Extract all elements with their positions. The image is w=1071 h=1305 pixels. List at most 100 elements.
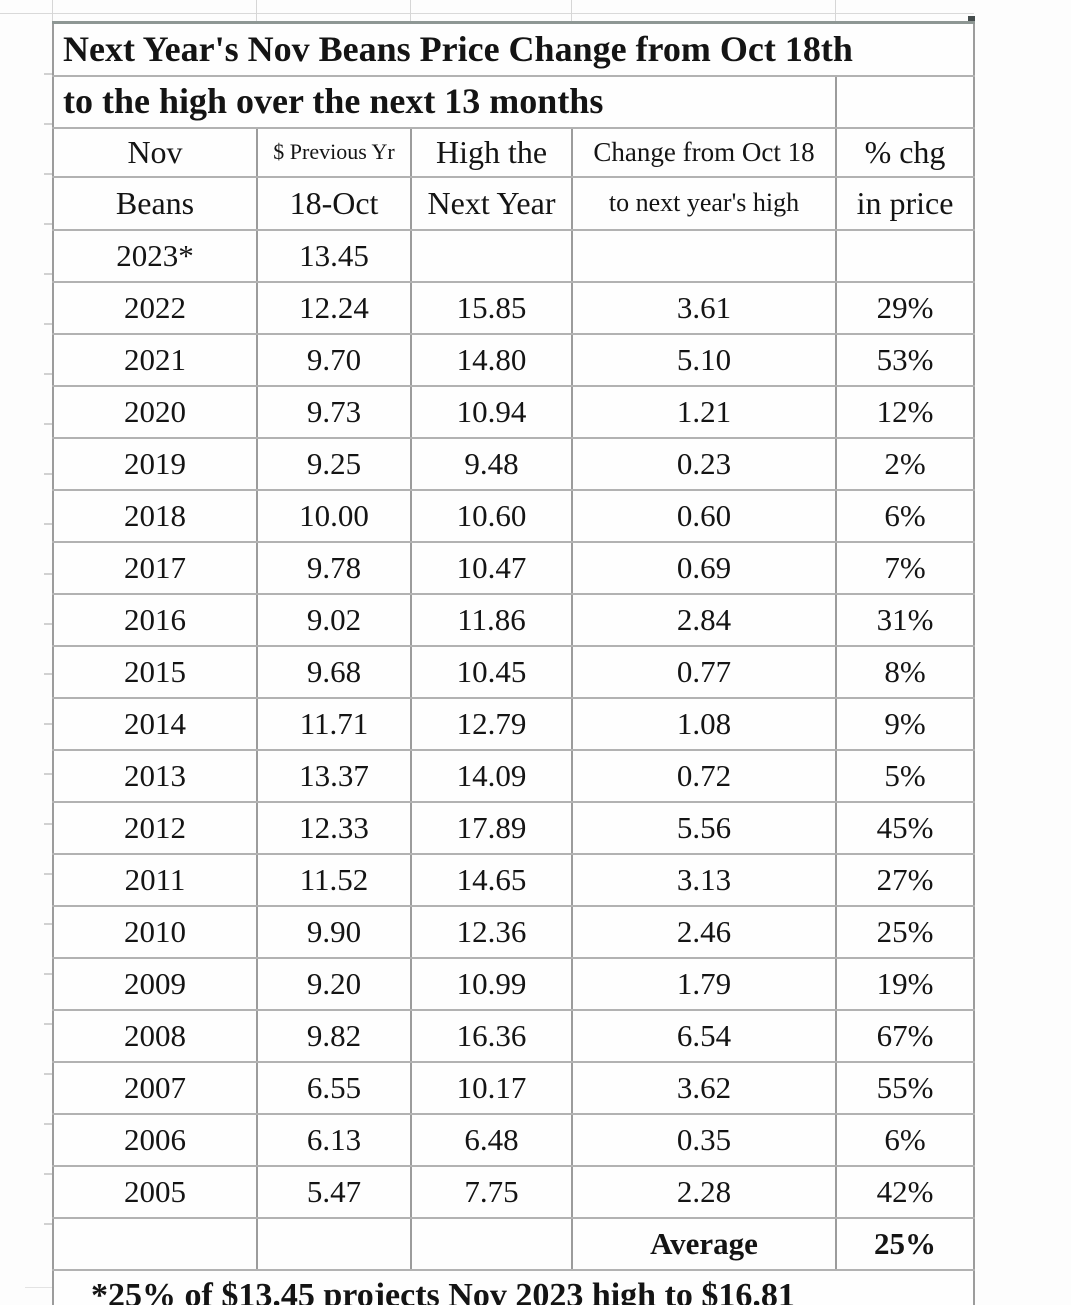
empty-cell	[410, 1217, 573, 1271]
cell-next-year-high	[410, 229, 573, 283]
cell-change: 0.60	[571, 489, 837, 543]
cell-prev-year-price: 9.73	[256, 385, 412, 439]
col-header-next-years-high: to next year's high	[571, 176, 837, 231]
cell-change: 2.28	[571, 1165, 837, 1219]
table-row: 2023* 13.45	[52, 229, 975, 283]
col-header-next-year: Next Year	[410, 176, 573, 231]
table-row: 2006 6.13 6.48 0.35 6%	[52, 1113, 975, 1167]
cell-year: 2023*	[52, 229, 258, 283]
cell-next-year-high: 10.47	[410, 541, 573, 595]
cell-next-year-high: 10.60	[410, 489, 573, 543]
row-gridline-ticks	[44, 73, 53, 1273]
cell-prev-year-price: 12.33	[256, 801, 412, 855]
cell-year: 2018	[52, 489, 258, 543]
cell-pct-change: 29%	[835, 281, 975, 335]
table-row: 2014 11.71 12.79 1.08 9%	[52, 697, 975, 751]
cell-pct-change	[835, 229, 975, 283]
cell-change: 5.10	[571, 333, 837, 387]
table-row: 2020 9.73 10.94 1.21 12%	[52, 385, 975, 439]
cell-next-year-high: 12.79	[410, 697, 573, 751]
cell-pct-change: 12%	[835, 385, 975, 439]
cell-year: 2005	[52, 1165, 258, 1219]
col-header-18-oct: 18-Oct	[256, 176, 412, 231]
col-header-previous-yr: $ Previous Yr	[256, 127, 412, 178]
cell-prev-year-price: 9.20	[256, 957, 412, 1011]
gridline-stub	[410, 0, 411, 21]
cell-change: 2.46	[571, 905, 837, 959]
cell-change: 0.77	[571, 645, 837, 699]
data-rows: 2023* 13.45 2022 12.24 15.85 3.61 29% 20…	[52, 229, 975, 1219]
cell-year: 2017	[52, 541, 258, 595]
cell-year: 2008	[52, 1009, 258, 1063]
cell-pct-change: 25%	[835, 905, 975, 959]
cell-prev-year-price: 9.25	[256, 437, 412, 491]
cell-prev-year-price: 10.00	[256, 489, 412, 543]
table-row: 2011 11.52 14.65 3.13 27%	[52, 853, 975, 907]
empty-cell	[256, 1217, 412, 1271]
cell-prev-year-price: 9.68	[256, 645, 412, 699]
table-row: 2005 5.47 7.75 2.28 42%	[52, 1165, 975, 1219]
cell-pct-change: 67%	[835, 1009, 975, 1063]
cell-change: 1.21	[571, 385, 837, 439]
cell-change: 0.69	[571, 541, 837, 595]
cell-next-year-high: 14.09	[410, 749, 573, 803]
cell-next-year-high: 14.65	[410, 853, 573, 907]
cell-pct-change: 31%	[835, 593, 975, 647]
table-title-row-1: Next Year's Nov Beans Price Change from …	[52, 21, 975, 77]
table-row: 2009 9.20 10.99 1.79 19%	[52, 957, 975, 1011]
col-header-nov: Nov	[52, 127, 258, 178]
cell-pct-change: 53%	[835, 333, 975, 387]
cell-next-year-high: 10.17	[410, 1061, 573, 1115]
cell-prev-year-price: 12.24	[256, 281, 412, 335]
average-value: 25%	[835, 1217, 975, 1271]
cell-year: 2011	[52, 853, 258, 907]
gridline-stub	[52, 0, 53, 21]
cell-next-year-high: 17.89	[410, 801, 573, 855]
table-row: 2007 6.55 10.17 3.62 55%	[52, 1061, 975, 1115]
cell-change: 3.13	[571, 853, 837, 907]
cell-pct-change: 45%	[835, 801, 975, 855]
table-row: 2012 12.33 17.89 5.56 45%	[52, 801, 975, 855]
cell-pct-change: 8%	[835, 645, 975, 699]
table-row: 2021 9.70 14.80 5.10 53%	[52, 333, 975, 387]
cell-year: 2009	[52, 957, 258, 1011]
cell-change	[571, 229, 837, 283]
cell-year: 2020	[52, 385, 258, 439]
cell-pct-change: 5%	[835, 749, 975, 803]
cell-pct-change: 2%	[835, 437, 975, 491]
average-row: Average 25%	[52, 1217, 975, 1271]
col-header-pct-chg: % chg	[835, 127, 975, 178]
table-title-line1: Next Year's Nov Beans Price Change from …	[52, 21, 975, 77]
cell-prev-year-price: 6.13	[256, 1113, 412, 1167]
col-header-high-the: High the	[410, 127, 573, 178]
cell-prev-year-price: 11.52	[256, 853, 412, 907]
header-row-1: Nov $ Previous Yr High the Change from O…	[52, 127, 975, 178]
gridline-stub	[835, 0, 836, 21]
cell-next-year-high: 12.36	[410, 905, 573, 959]
cell-prev-year-price: 9.70	[256, 333, 412, 387]
cell-change: 3.62	[571, 1061, 837, 1115]
col-header-beans: Beans	[52, 176, 258, 231]
table-row: 2013 13.37 14.09 0.72 5%	[52, 749, 975, 803]
cell-year: 2021	[52, 333, 258, 387]
cell-change: 5.56	[571, 801, 837, 855]
cell-next-year-high: 10.45	[410, 645, 573, 699]
table-row: 2010 9.90 12.36 2.46 25%	[52, 905, 975, 959]
cell-next-year-high: 14.80	[410, 333, 573, 387]
cell-change: 6.54	[571, 1009, 837, 1063]
cell-change: 0.72	[571, 749, 837, 803]
cell-change: 3.61	[571, 281, 837, 335]
table-title-line2: to the high over the next 13 months	[52, 75, 837, 129]
cell-change: 1.08	[571, 697, 837, 751]
cell-prev-year-price: 9.82	[256, 1009, 412, 1063]
gridline-top	[0, 13, 974, 14]
cell-prev-year-price: 9.02	[256, 593, 412, 647]
footnote-row: *25% of $13.45 projects Nov 2023 high to…	[52, 1269, 975, 1305]
table-row: 2016 9.02 11.86 2.84 31%	[52, 593, 975, 647]
cell-prev-year-price: 9.78	[256, 541, 412, 595]
cell-pct-change: 42%	[835, 1165, 975, 1219]
empty-cell	[835, 75, 975, 129]
cell-next-year-high: 10.94	[410, 385, 573, 439]
cell-change: 0.35	[571, 1113, 837, 1167]
cell-year: 2016	[52, 593, 258, 647]
